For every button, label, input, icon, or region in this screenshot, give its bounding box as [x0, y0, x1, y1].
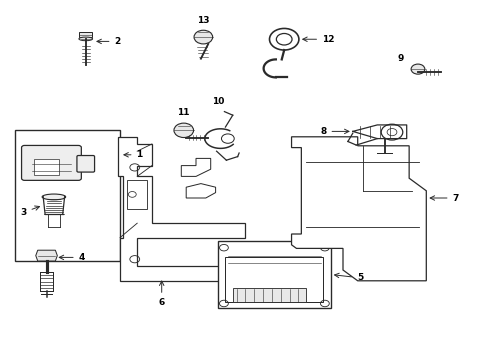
Polygon shape: [118, 137, 245, 281]
Polygon shape: [186, 184, 216, 198]
Text: 1: 1: [124, 150, 143, 159]
Circle shape: [270, 28, 299, 50]
Text: 11: 11: [177, 108, 190, 117]
Ellipse shape: [42, 194, 66, 200]
Text: 12: 12: [303, 35, 335, 44]
Bar: [127, 180, 147, 209]
Polygon shape: [292, 137, 426, 281]
Bar: [218, 241, 331, 308]
Circle shape: [411, 64, 425, 74]
Circle shape: [194, 30, 213, 44]
Circle shape: [381, 124, 403, 140]
Polygon shape: [36, 250, 57, 261]
Text: 10: 10: [212, 97, 224, 106]
Text: 8: 8: [320, 127, 349, 136]
Bar: [34, 159, 59, 175]
Text: 7: 7: [430, 194, 459, 202]
Text: 13: 13: [197, 16, 210, 25]
Bar: [225, 257, 323, 302]
Polygon shape: [181, 158, 211, 176]
Text: 2: 2: [97, 37, 121, 46]
Polygon shape: [79, 32, 92, 37]
Text: 4: 4: [59, 253, 85, 262]
Bar: [233, 288, 306, 302]
Circle shape: [387, 129, 397, 136]
FancyBboxPatch shape: [77, 156, 95, 172]
Circle shape: [221, 134, 234, 143]
Text: 9: 9: [397, 54, 404, 63]
Circle shape: [276, 33, 292, 45]
Bar: [15, 130, 120, 261]
Circle shape: [174, 123, 194, 138]
Text: 5: 5: [335, 273, 363, 282]
Text: 6: 6: [159, 281, 165, 307]
FancyBboxPatch shape: [22, 145, 81, 180]
Text: 3: 3: [21, 206, 40, 217]
Ellipse shape: [79, 37, 93, 41]
